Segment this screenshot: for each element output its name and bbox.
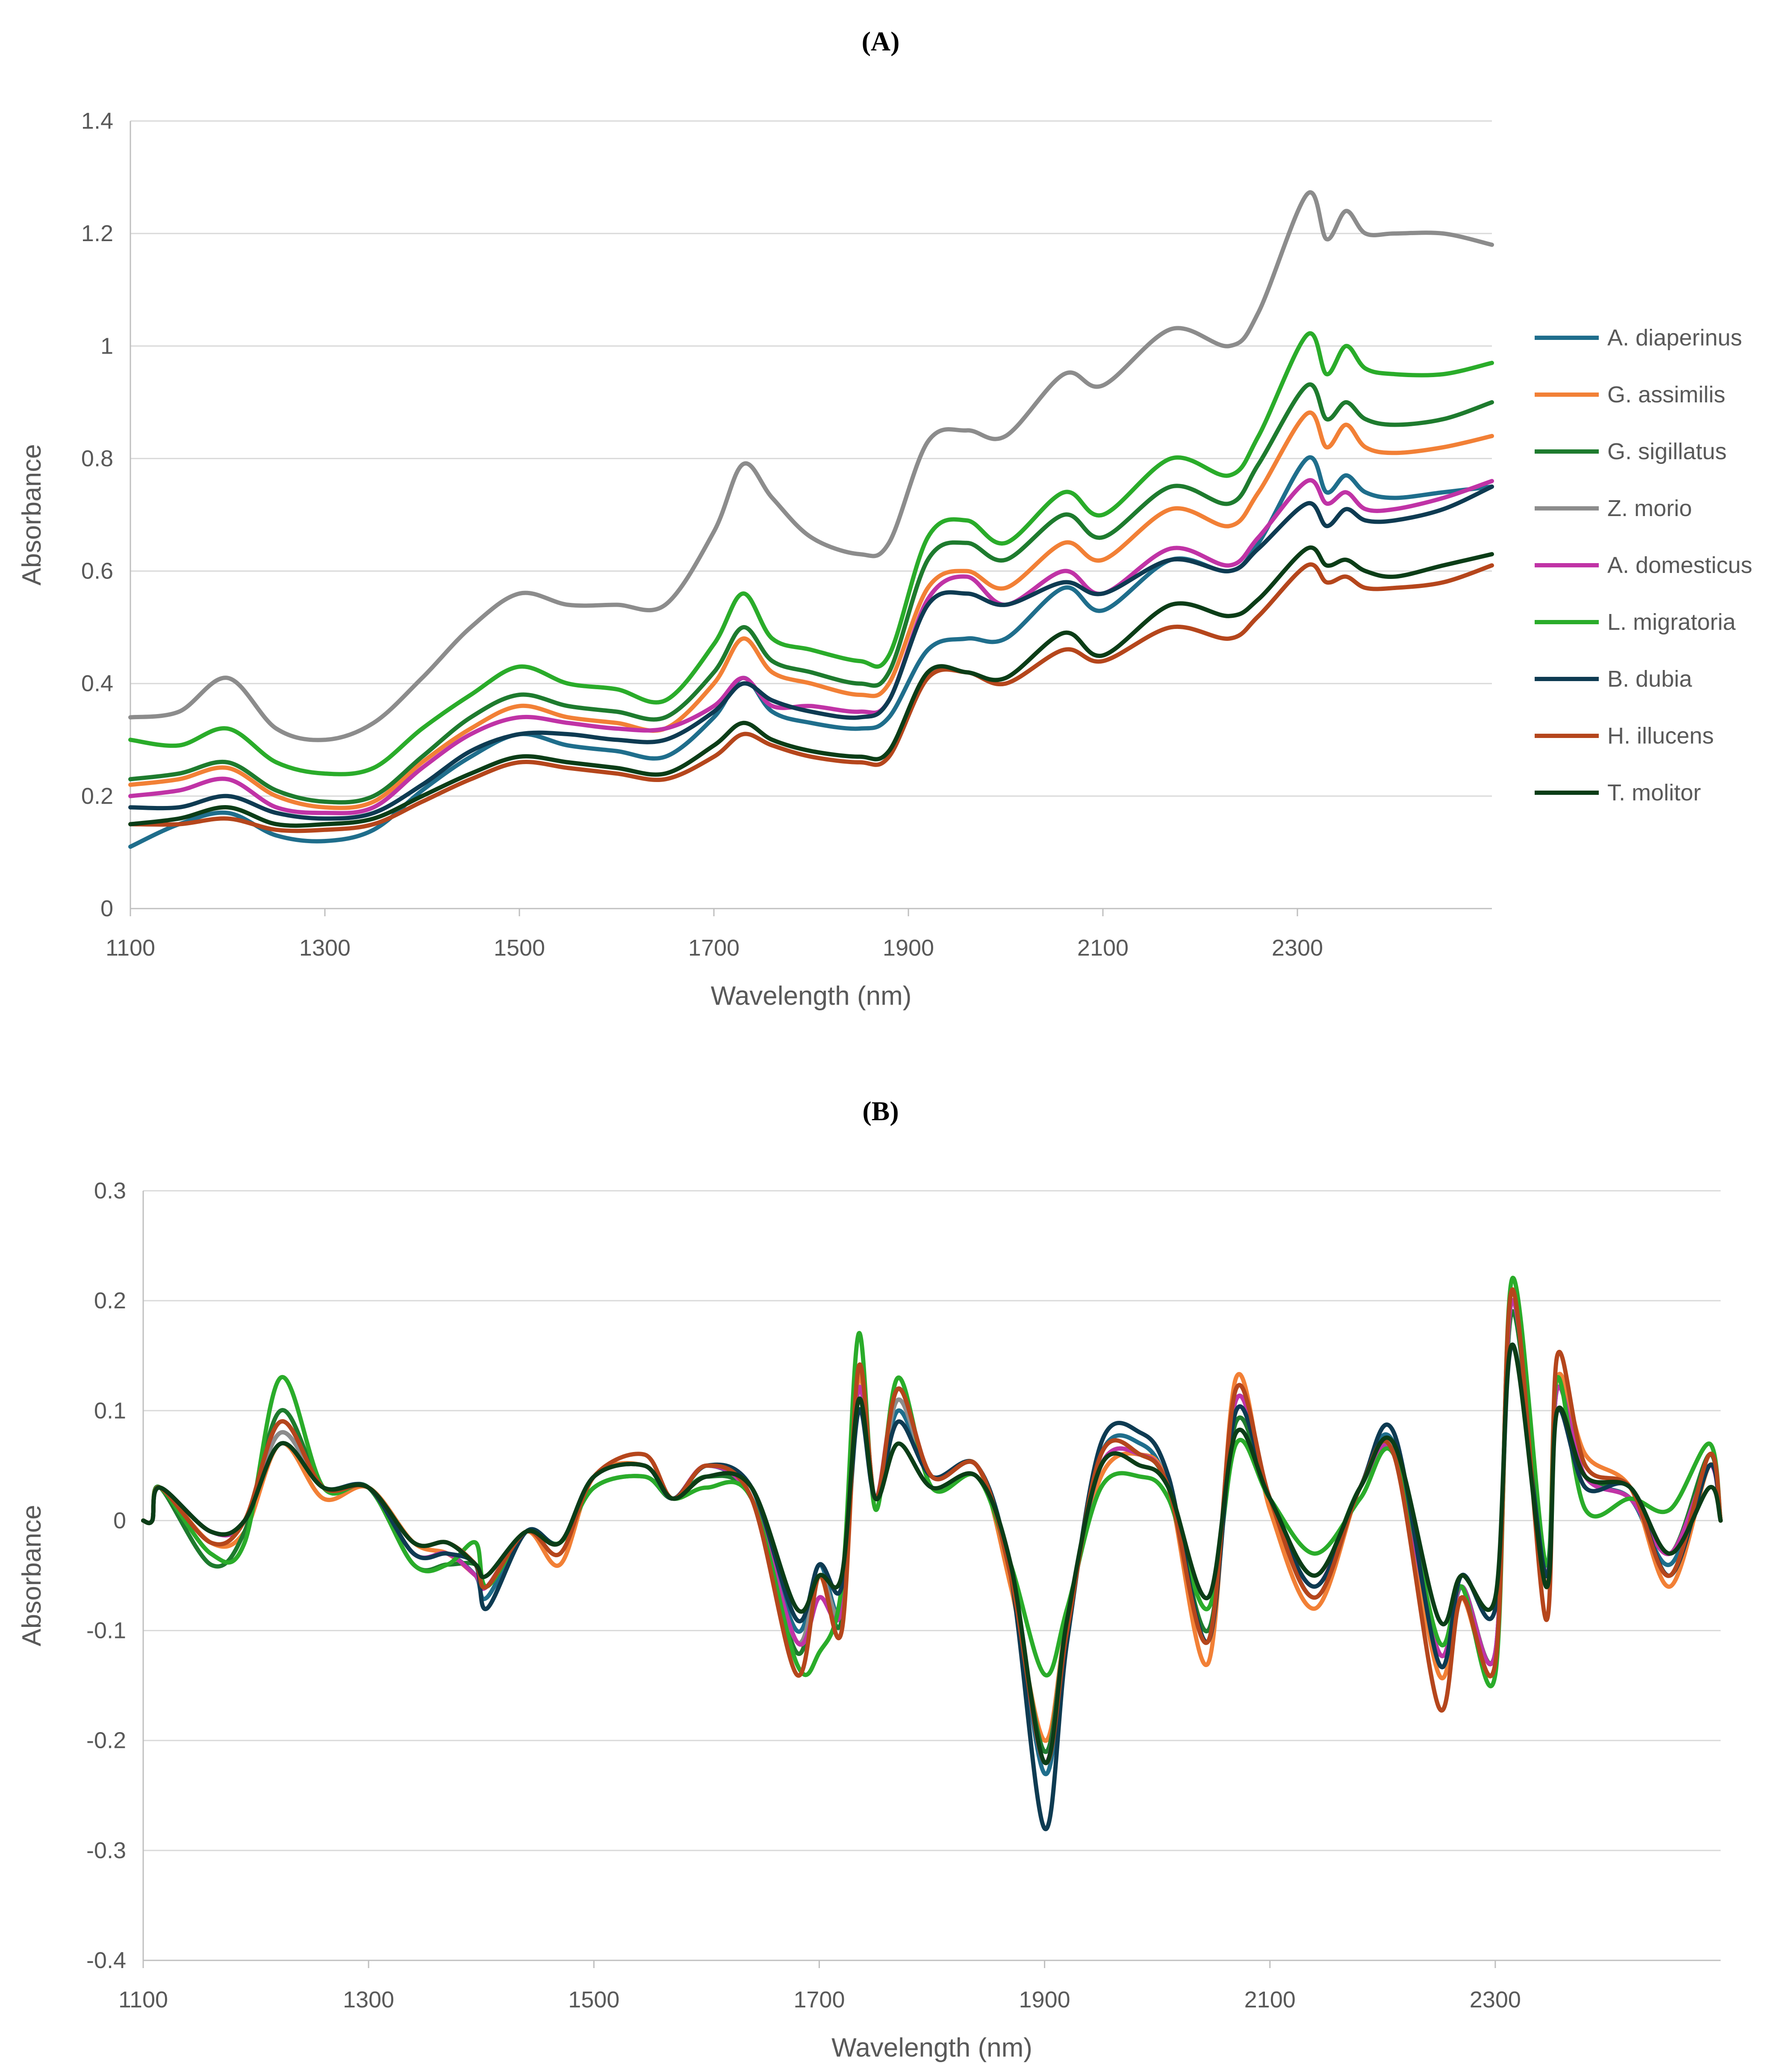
series-line-h-illucens — [128, 562, 1494, 833]
x-tick-label: 1500 — [568, 1987, 619, 2013]
y-tick-label: 0.3 — [94, 1178, 126, 1204]
series-line-z-morio — [141, 1298, 1723, 1765]
y-tick-label: 0.4 — [81, 671, 113, 697]
series-line-l-migratoria — [128, 331, 1494, 776]
x-tick-label: 1900 — [1019, 1987, 1070, 2013]
x-tick-label: 2100 — [1244, 1987, 1296, 2013]
series-line-g-sigillatus — [141, 1309, 1723, 1754]
series-line-a-diaperinus — [128, 455, 1494, 849]
y-tick-label: 0.1 — [94, 1398, 126, 1423]
x-tick-label: 2100 — [1077, 935, 1129, 961]
legend-label: L. migratoria — [1607, 609, 1736, 635]
panel-label: (A) — [862, 26, 900, 56]
x-tick-label: 1900 — [883, 935, 934, 961]
x-tick-label: 2300 — [1470, 1987, 1521, 2013]
x-axis-title: Wavelength (nm) — [831, 2033, 1032, 2063]
y-tick-label: -0.4 — [86, 1948, 126, 1973]
legend-label: G. assimilis — [1607, 382, 1725, 407]
legend-label: A. diaperinus — [1607, 325, 1742, 351]
panel-b-chart: (B) -0.4 -0.3 -0.2 -0.1 0 0.1 0.2 0.3 1100 1300 150… — [17, 1096, 1723, 2063]
y-axis-title: Absorbance — [17, 1505, 47, 1647]
series-line-h-illucens — [141, 1287, 1723, 1765]
series-line-t-molitor — [128, 545, 1494, 828]
x-tick-label: 1300 — [299, 935, 351, 961]
y-tick-label: 1.4 — [81, 108, 113, 134]
series-line-b-dubia — [128, 484, 1494, 821]
legend-label: H. illucens — [1607, 723, 1714, 749]
y-tick-label: 1 — [100, 333, 113, 359]
series-line-t-molitor — [141, 1342, 1723, 1765]
series-line-g-assimilis — [128, 410, 1494, 810]
x-tick-label: 1700 — [793, 1987, 845, 2013]
series-line-l-migratoria — [141, 1275, 1723, 1688]
legend-label: G. sigillatus — [1607, 439, 1727, 464]
x-tick-label: 2300 — [1272, 935, 1323, 961]
y-axis-title: Absorbance — [17, 444, 47, 586]
y-tick-label: -0.1 — [86, 1618, 126, 1644]
x-tick-label: 1100 — [106, 935, 155, 961]
x-tick-label: 1300 — [343, 1987, 394, 2013]
x-tick-label: 1500 — [494, 935, 545, 961]
y-tick-label: 0.6 — [81, 558, 113, 584]
panel-a-chart: (A) 0 0.2 0.4 0.6 0.8 1 1.2 1.4 1100 1300 1500 1700 1… — [17, 26, 1752, 1011]
panel-label: (B) — [862, 1096, 899, 1126]
x-tick-label: 1700 — [688, 935, 740, 961]
series-line-g-sigillatus — [128, 382, 1494, 805]
series-line-a-domesticus — [141, 1298, 1723, 1765]
legend-label: B. dubia — [1607, 666, 1692, 692]
series-line-a-diaperinus — [141, 1298, 1723, 1777]
y-tick-label: 0 — [113, 1508, 126, 1533]
y-tick-label: -0.2 — [86, 1728, 126, 1753]
y-tick-label: 0.2 — [94, 1288, 126, 1313]
y-tick-label: 0.2 — [81, 783, 113, 809]
series-line-b-dubia — [141, 1342, 1723, 1831]
x-tick-label: 1100 — [118, 1987, 168, 2013]
legend-label: T. molitor — [1607, 780, 1701, 806]
series-line-a-domesticus — [128, 478, 1494, 815]
y-tick-label: 1.2 — [81, 221, 113, 246]
series-line-z-morio — [128, 190, 1494, 742]
y-tick-label: -0.3 — [86, 1838, 126, 1863]
x-axis-title: Wavelength (nm) — [711, 981, 912, 1011]
legend-label: Z. morio — [1607, 496, 1692, 521]
legend-label: A. domesticus — [1607, 552, 1752, 578]
y-tick-label: 0 — [100, 896, 113, 921]
y-tick-label: 0.8 — [81, 446, 113, 471]
